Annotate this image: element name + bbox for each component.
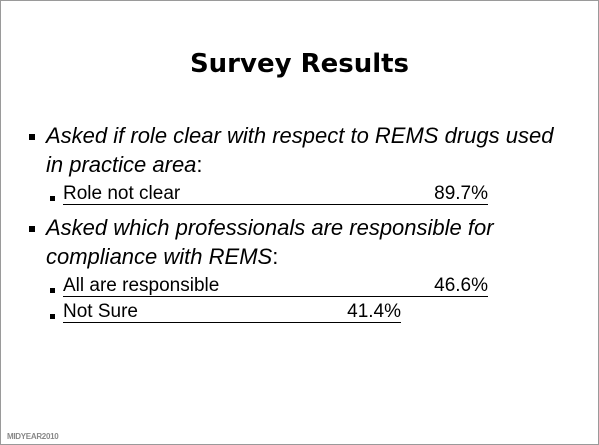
sub-bullet: Role not clear 89.7% <box>50 183 598 205</box>
bullet: Asked which professionals are responsibl… <box>29 213 566 271</box>
question: Asked which professionals are responsibl… <box>46 215 494 269</box>
bullet: Asked if role clear with respect to REMS… <box>29 121 566 179</box>
result-label: Role not clear <box>63 183 181 204</box>
sub-bullet: Not Sure 41.4% <box>50 301 598 323</box>
result-row: Role not clear 89.7% <box>63 183 488 205</box>
slide-title: Survey Results <box>189 49 410 79</box>
result-row: All are responsible 46.6% <box>63 275 488 297</box>
result-value: 41.4% <box>347 301 401 322</box>
result-value: 89.7% <box>434 183 488 204</box>
bullet-list: Asked if role clear with respect to REMS… <box>1 113 598 323</box>
question: Asked if role clear with respect to REMS… <box>46 123 554 177</box>
result-label: Not Sure <box>63 301 138 322</box>
result-label: All are responsible <box>63 275 220 296</box>
question-end: : <box>196 152 203 177</box>
question-end: : <box>272 244 279 269</box>
sub-bullet: All are responsible 46.6% <box>50 275 598 297</box>
logo: MIDYEAR2010 <box>7 432 59 441</box>
result-value: 46.6% <box>434 275 488 296</box>
result-row: Not Sure 41.4% <box>63 301 401 323</box>
